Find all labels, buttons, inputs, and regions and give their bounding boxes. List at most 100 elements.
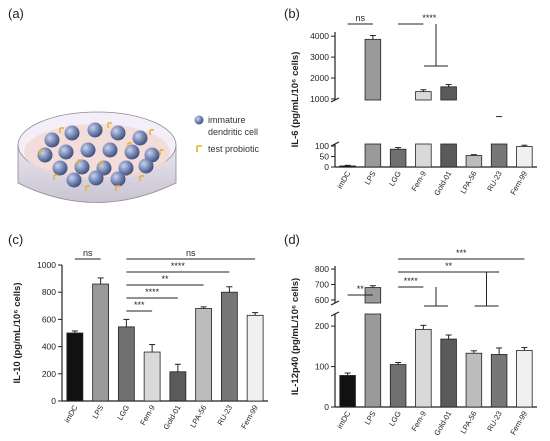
bar <box>516 146 533 168</box>
il10-chart: 0 200 400 600 800 1000 IL-10 (pg/mL/10⁶ cells)… <box>12 248 268 431</box>
bar <box>465 352 483 408</box>
probiotic-icon <box>99 161 104 167</box>
y-axis-label: IL-6 (pg/mL/10⁶ cells) <box>290 52 301 148</box>
bar <box>490 354 508 408</box>
panel-c-label: (c) <box>8 232 23 247</box>
probiotic-icon <box>127 142 132 148</box>
x-tick-label: LPA-56 <box>459 170 479 196</box>
significance-label: *** <box>456 248 467 258</box>
bar <box>415 143 432 168</box>
probiotic-icon <box>39 149 44 155</box>
probiotic-icon <box>115 185 120 191</box>
y-tick-label: 600 <box>315 295 329 305</box>
x-tick-label: RU-23 <box>485 170 504 193</box>
y-axis-label: IL-10 (pg/mL/10⁶ cells) <box>12 283 23 384</box>
bar <box>92 283 110 402</box>
y-tick-label: 600 <box>42 314 56 324</box>
cell-icon <box>110 125 126 141</box>
cell-icon <box>118 160 134 176</box>
significance-bracket: *** <box>126 300 153 312</box>
cell-icon <box>66 172 82 188</box>
significance-bracket: ** <box>126 274 204 286</box>
y-tick-label: 0 <box>324 402 329 412</box>
cell-icon <box>88 170 104 186</box>
cell-icon <box>124 144 140 160</box>
x-tick-label: Fem-9 <box>409 170 428 193</box>
bar <box>195 308 213 402</box>
significance-bracket: **** <box>126 287 178 299</box>
bar <box>66 332 84 402</box>
axis-break-mark <box>330 97 340 103</box>
probiotic-icon <box>159 149 164 155</box>
panel-a-label: (a) <box>8 6 24 21</box>
significance-bracket: ** <box>347 284 373 296</box>
significance-label: **** <box>404 276 419 286</box>
y-tick-label: 400 <box>42 342 56 352</box>
x-tick-label: Gold-01 <box>432 170 453 198</box>
significance-label: *** <box>134 300 145 310</box>
panel-b-label: (b) <box>284 6 300 21</box>
y-tick-label: 800 <box>42 287 56 297</box>
cell-icon <box>52 160 68 176</box>
petri-dish-illustration <box>17 111 177 203</box>
x-tick-label: LGG <box>387 169 403 187</box>
probiotic-icon <box>139 175 144 181</box>
significance-label: **** <box>422 13 437 23</box>
significance-label: **** <box>171 261 186 271</box>
bar <box>415 328 432 408</box>
x-tick-label: Fem-9 <box>409 410 428 433</box>
bar <box>169 371 187 402</box>
probiotic-icon <box>59 127 64 133</box>
bar <box>389 148 407 168</box>
cell-icon <box>58 144 74 160</box>
significance-bracket: ns <box>126 248 256 260</box>
probiotic-icon <box>196 145 202 152</box>
axis-break-mark <box>330 141 340 147</box>
y-tick-label: 800 <box>315 264 329 274</box>
x-tick-label: RU-23 <box>215 404 234 427</box>
x-tick-label: LPA-56 <box>459 410 479 436</box>
significance-bracket: ** <box>398 261 500 307</box>
bar <box>490 143 508 168</box>
y-tick-label: 100 <box>315 141 329 151</box>
y-tick-label: 0 <box>324 162 329 172</box>
x-tick-label: LPS <box>363 170 378 187</box>
significance-label: ** <box>161 274 169 284</box>
significance-label: ** <box>357 284 365 294</box>
il12p40-chart: 0 100 200 600 700 800 IL-12p40 (pg/mL/10⁶ cell… <box>290 248 537 437</box>
x-tick-label: RU-23 <box>485 410 504 433</box>
panel-d-label: (d) <box>284 232 300 247</box>
x-tick-label: imDC <box>62 403 79 424</box>
x-tick-label: Fem-99 <box>508 410 529 437</box>
y-tick-label: 0 <box>51 396 56 406</box>
significance-label: ** <box>445 261 453 271</box>
x-tick-label: Fem-99 <box>239 404 260 431</box>
significance-label: ns <box>355 13 365 23</box>
probiotic-icon <box>77 159 82 165</box>
cell-icon <box>132 130 148 146</box>
probiotic-icon <box>85 185 90 191</box>
axis-break-mark <box>330 300 340 306</box>
bar <box>516 349 533 408</box>
y-axis-label: IL-12p40 (pg/mL/10⁶ cells) <box>290 278 301 395</box>
cell-icon <box>110 171 126 187</box>
cell-icon <box>144 147 160 163</box>
cell-icon <box>74 159 90 175</box>
y-tick-label: 50 <box>320 152 330 162</box>
x-tick-label: LGG <box>115 403 131 421</box>
y-tick-label: 1000 <box>310 94 329 104</box>
bar <box>246 314 264 402</box>
y-tick-label: 100 <box>315 362 329 372</box>
x-tick-label: LGG <box>387 409 403 427</box>
bar <box>339 165 356 168</box>
legend-dendritic-cell-text: dendritic cell <box>208 127 258 137</box>
y-tick-label: 200 <box>315 321 329 331</box>
x-tick-label: LPS <box>363 410 378 427</box>
cell-icon <box>87 122 103 138</box>
significance-label: **** <box>145 287 160 297</box>
x-tick-label: Fem-9 <box>138 404 157 427</box>
bar <box>220 291 238 402</box>
x-tick-label: Gold-01 <box>161 404 182 432</box>
